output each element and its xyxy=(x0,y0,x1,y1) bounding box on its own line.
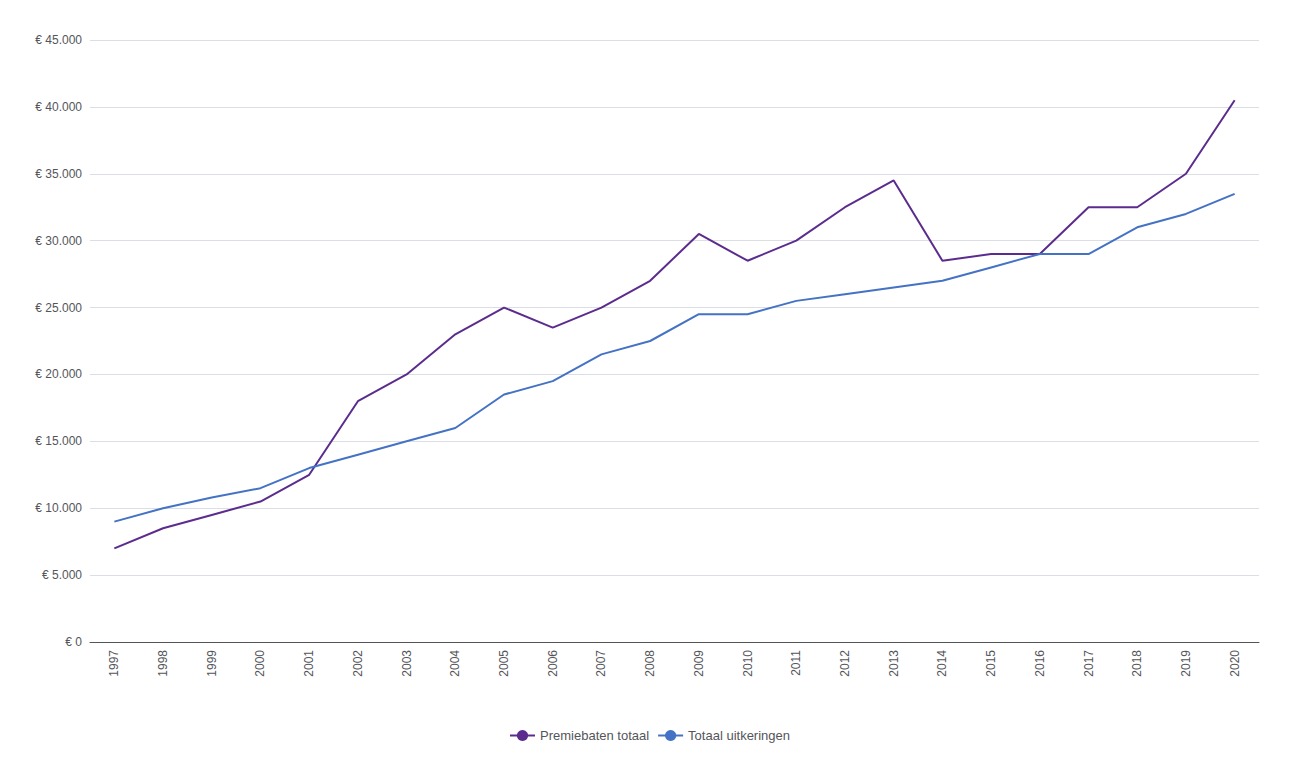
svg-text:2019: 2019 xyxy=(1179,650,1193,677)
svg-text:2012: 2012 xyxy=(838,650,852,677)
svg-text:2013: 2013 xyxy=(887,650,901,677)
svg-text:€ 30.000: € 30.000 xyxy=(35,234,82,248)
svg-text:2018: 2018 xyxy=(1130,650,1144,677)
svg-text:2007: 2007 xyxy=(594,650,608,677)
svg-text:€ 15.000: € 15.000 xyxy=(35,434,82,448)
svg-text:€ 20.000: € 20.000 xyxy=(35,367,82,381)
svg-text:2003: 2003 xyxy=(400,650,414,677)
svg-text:2008: 2008 xyxy=(643,650,657,677)
svg-text:2010: 2010 xyxy=(741,650,755,677)
svg-text:2009: 2009 xyxy=(692,650,706,677)
svg-text:2015: 2015 xyxy=(984,650,998,677)
svg-text:2002: 2002 xyxy=(351,650,365,677)
svg-text:2006: 2006 xyxy=(546,650,560,677)
svg-text:2020: 2020 xyxy=(1228,650,1242,677)
svg-text:€ 25.000: € 25.000 xyxy=(35,301,82,315)
svg-text:€ 10.000: € 10.000 xyxy=(35,501,82,515)
svg-text:€ 45.000: € 45.000 xyxy=(35,33,82,47)
svg-text:1999: 1999 xyxy=(205,650,219,677)
svg-text:2004: 2004 xyxy=(448,650,462,677)
svg-text:2017: 2017 xyxy=(1082,650,1096,677)
svg-text:2016: 2016 xyxy=(1033,650,1047,677)
svg-text:€ 0: € 0 xyxy=(65,635,82,649)
svg-text:2000: 2000 xyxy=(253,650,267,677)
svg-text:1997: 1997 xyxy=(107,650,121,677)
svg-text:Totaal uitkeringen: Totaal uitkeringen xyxy=(688,728,790,743)
svg-text:2005: 2005 xyxy=(497,650,511,677)
svg-text:2011: 2011 xyxy=(789,650,803,676)
svg-text:€ 5.000: € 5.000 xyxy=(42,568,82,582)
svg-text:2001: 2001 xyxy=(302,650,316,677)
svg-text:€ 40.000: € 40.000 xyxy=(35,100,82,114)
svg-text:€ 35.000: € 35.000 xyxy=(35,167,82,181)
svg-text:Premiebaten totaal: Premiebaten totaal xyxy=(540,728,649,743)
svg-text:1998: 1998 xyxy=(156,650,170,677)
svg-text:2014: 2014 xyxy=(935,650,949,677)
